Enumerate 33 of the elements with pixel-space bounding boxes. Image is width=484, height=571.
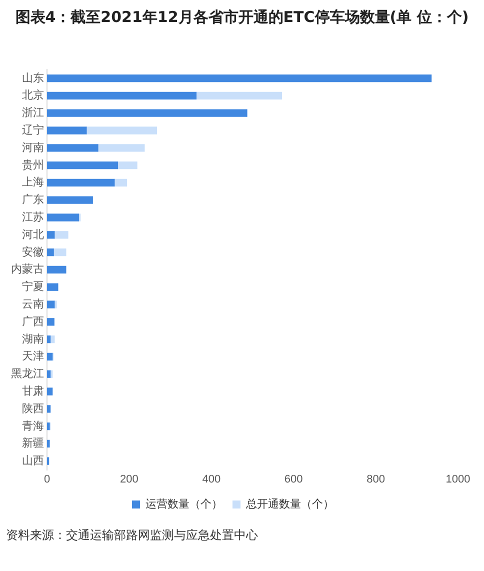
y-tick-label: 黑龙江 [11,367,44,380]
y-tick-label: 广东 [22,193,44,206]
y-tick-label: 贵州 [22,158,44,172]
x-tick-label: 200 [120,473,138,486]
y-tick-label: 河南 [22,140,44,154]
y-tick-label: 河北 [22,228,44,241]
y-tick-label: 宁夏 [22,280,44,294]
x-tick-label: 400 [202,473,221,486]
x-tick-label: 800 [366,473,385,486]
y-tick-label: 山西 [22,454,44,468]
y-tick-label: 天津 [22,350,44,363]
x-tick-label: 1000 [446,473,470,486]
text: 资料来源：交通运输部路网监测与应急处置中心 [6,527,258,544]
y-tick-label: 陕西 [22,402,44,415]
y-tick-label: 北京 [22,88,44,102]
legend-label: 运营数量（个） [146,498,222,511]
y-tick-label: 广西 [22,314,44,328]
y-tick-label: 甘肃 [22,384,44,398]
legend-label: 总开通数量（个） [245,498,334,511]
y-tick-label: 青海 [22,419,44,432]
y-tick-label: 上海 [22,176,44,189]
y-tick-label: 内蒙古 [11,262,44,276]
y-tick-label: 湖南 [22,332,44,346]
chart-title: 图表4：截至2021年12月各省市开通的ETC停车场数量(单 位：个) [14,8,470,27]
y-tick-label: 新疆 [22,436,44,450]
x-tick-label: 0 [44,473,50,486]
y-tick-label: 安徽 [22,245,44,258]
y-tick-label: 云南 [22,298,44,311]
y-tick-label: 辽宁 [22,124,44,137]
y-tick-label: 浙江 [22,106,44,120]
y-tick-label: 江苏 [22,210,44,224]
x-tick-label: 600 [284,473,303,486]
y-tick-label: 山东 [22,71,44,84]
